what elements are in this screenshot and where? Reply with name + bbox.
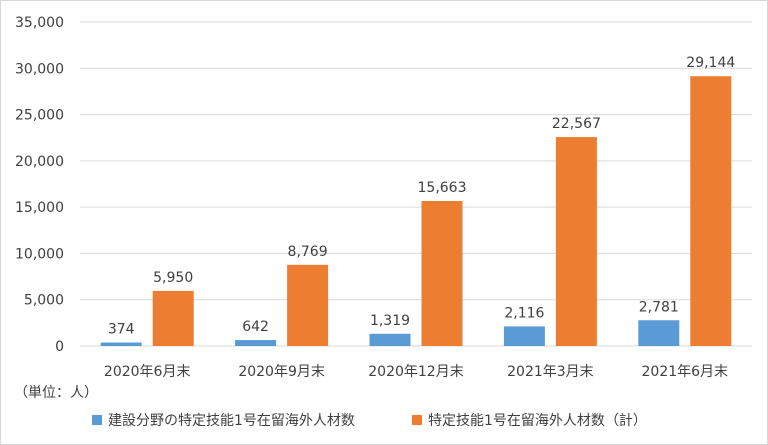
x-category-label: 2020年12月末 [368,364,463,380]
y-axis-ticks: 0 5,000 10,000 15,000 20,000 25,000 30,000 35,0… [15,15,64,355]
data-label: 5,950 [153,270,193,286]
bar-construction [100,342,142,346]
legend-item-total: 特定技能1号在留海外人材数（計） [412,410,647,430]
bar-construction [503,326,545,346]
y-tick-label: 25,000 [15,108,64,124]
y-tick-label: 10,000 [15,246,64,262]
data-label: 1,319 [370,313,410,329]
y-tick-label: 20,000 [15,154,64,170]
y-tick-label: 15,000 [15,200,64,216]
data-label: 2,781 [639,299,679,315]
bar-construction [235,340,277,346]
x-category-label: 2021年6月末 [642,364,729,380]
bar-chart: 0 5,000 10,000 15,000 20,000 25,000 30,000 35,0… [15,15,752,380]
legend-label-construction: 建設分野の特定技能1号在留海外人材数 [108,413,355,429]
bar-total [287,264,329,346]
data-label: 374 [108,322,135,338]
data-label: 29,144 [686,55,735,71]
data-label: 642 [242,319,269,335]
y-tick-label: 30,000 [15,61,64,77]
legend-item-construction: 建設分野の特定技能1号在留海外人材数 [92,410,355,430]
legend-label-total: 特定技能1号在留海外人材数（計） [428,413,647,429]
data-label: 15,663 [418,180,467,196]
unit-note: （単位：人） [14,385,98,401]
x-category-label: 2020年9月末 [238,364,325,380]
data-label: 22,567 [552,116,601,132]
legend-swatch-orange [412,415,422,425]
x-category-label: 2021年3月末 [507,364,594,380]
y-tick-label: 35,000 [15,15,64,31]
bar-total [152,290,194,346]
x-axis-categories: 2020年6月末 2020年9月末 2020年12月末 2021年3月末 2021年6月… [104,364,728,380]
bar-total [690,76,732,346]
data-label: 2,116 [504,305,544,321]
data-label: 8,769 [288,244,328,260]
bars [100,76,732,346]
legend-swatch-blue [92,415,102,425]
bar-construction [638,320,680,346]
bar-total [555,137,597,346]
x-category-label: 2020年6月末 [104,364,191,380]
bar-total [421,201,463,346]
data-labels: 374 5,950 642 8,769 1,319 15,663 2,116 22,567 2,… [108,55,736,337]
bar-construction [369,333,411,346]
y-tick-label: 0 [55,339,64,355]
y-tick-label: 5,000 [24,293,64,309]
